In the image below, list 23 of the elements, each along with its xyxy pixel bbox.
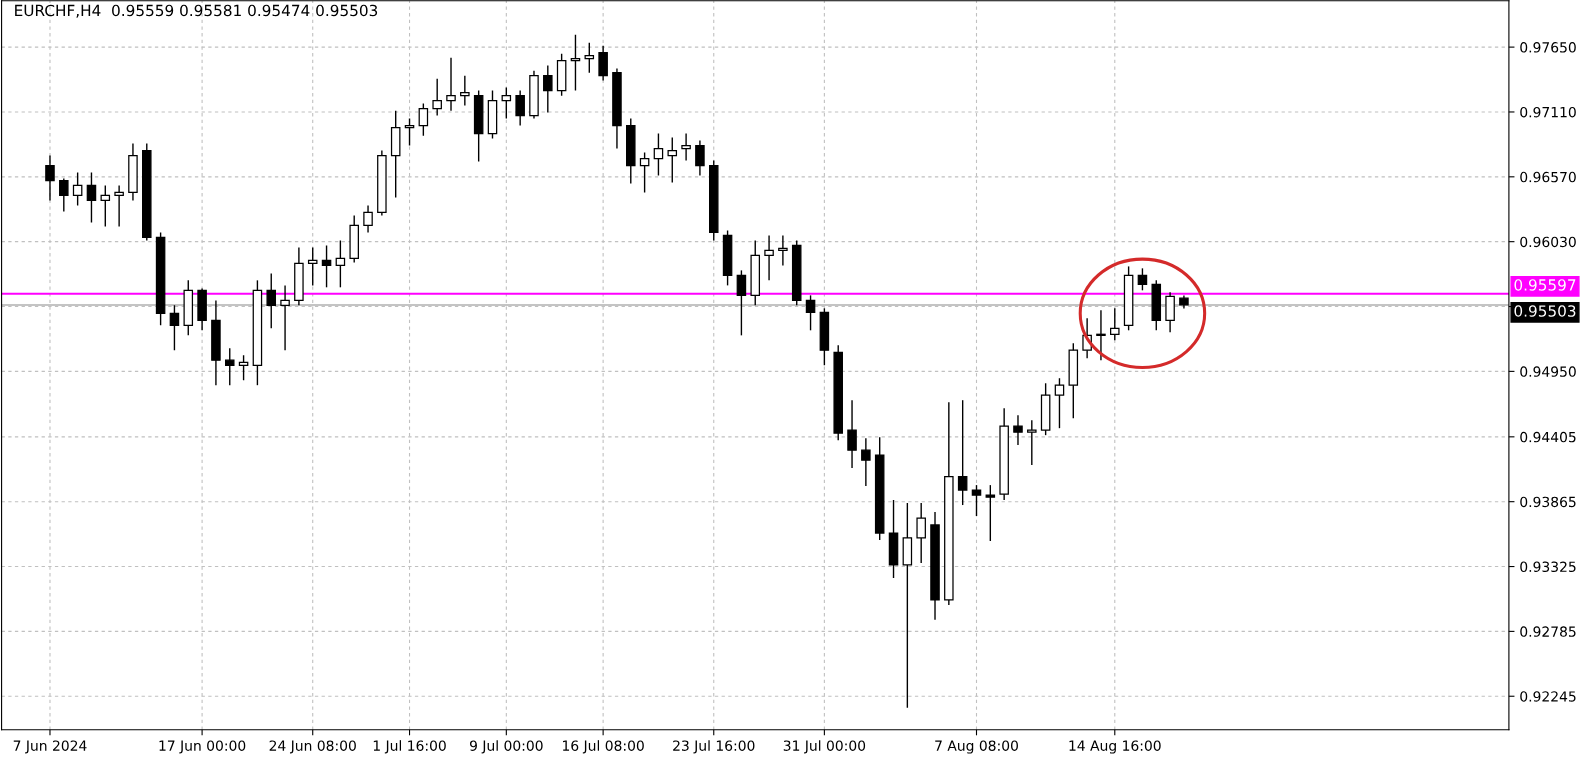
x-tick-label: 24 Jun 08:00	[269, 740, 356, 754]
x-tick-label: 17 Jun 00:00	[159, 740, 246, 754]
x-tick-label: 14 Aug 16:00	[1069, 740, 1161, 754]
x-tick-label: 31 Jul 00:00	[783, 740, 866, 754]
x-tick-label: 23 Jul 16:00	[673, 740, 755, 754]
ref-line-label: 0.95597	[1514, 279, 1576, 291]
x-tick-label: 7 Jun 2024	[13, 740, 87, 754]
y-tick-label: 0.96570	[1520, 171, 1576, 183]
ref-line-label: 0.95503	[1514, 305, 1576, 317]
chart-title: EURCHF,H4 0.95559 0.95581 0.95474 0.95503	[15, 4, 378, 18]
x-tick-label: 1 Jul 16:00	[373, 740, 446, 754]
y-tick-label: 0.96030	[1520, 236, 1576, 248]
y-tick-label: 0.97650	[1520, 42, 1576, 53]
y-tick-label: 0.94950	[1520, 366, 1576, 377]
x-tick-label: 16 Jul 08:00	[563, 740, 644, 754]
x-tick-label: 7 Aug 08:00	[935, 740, 1018, 754]
y-tick-label: 0.93865	[1520, 496, 1576, 508]
y-tick-label: 0.92785	[1520, 626, 1576, 637]
y-tick-label: 0.97110	[1520, 106, 1576, 118]
x-tick-label: 9 Jul 00:00	[469, 740, 543, 754]
y-tick-label: 0.92245	[1520, 691, 1576, 702]
y-tick-label: 0.93325	[1520, 561, 1576, 573]
y-tick-label: 0.94405	[1520, 431, 1576, 443]
